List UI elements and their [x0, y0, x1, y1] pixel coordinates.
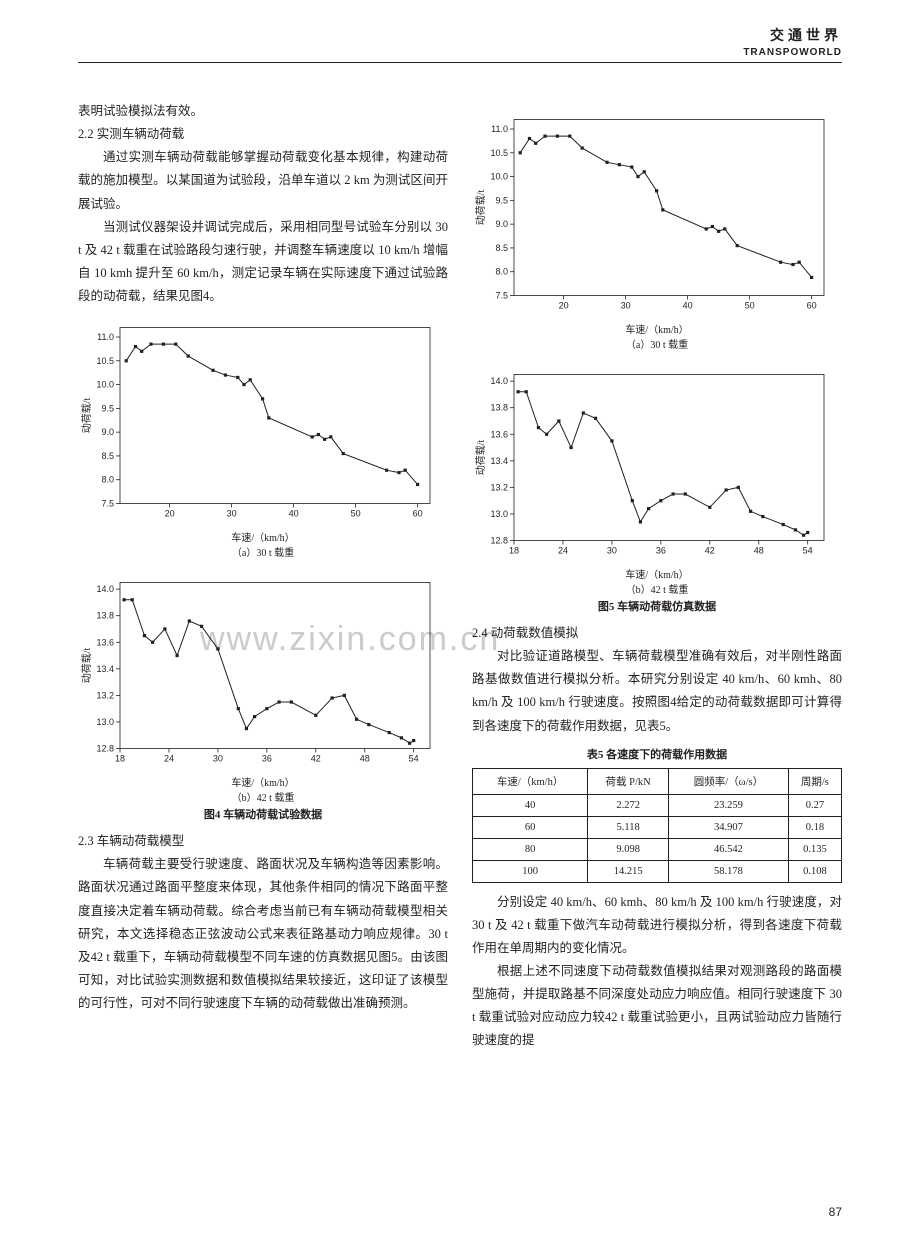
svg-text:13.4: 13.4 — [96, 664, 114, 674]
svg-text:50: 50 — [745, 301, 755, 311]
svg-text:动荷载/t: 动荷载/t — [475, 440, 487, 476]
svg-text:30: 30 — [607, 546, 617, 556]
fig5b-chart: 18 24 30 36 42 48 54 12.8 13.0 13.2 13.4 13.6 13.8 14… — [472, 359, 842, 620]
svg-text:24: 24 — [164, 754, 174, 764]
svg-text:18: 18 — [509, 546, 519, 556]
svg-text:7.5: 7.5 — [101, 499, 114, 509]
svg-text:动荷载/t: 动荷载/t — [475, 190, 487, 226]
svg-text:7.5: 7.5 — [495, 291, 508, 301]
svg-text:40: 40 — [289, 509, 299, 519]
svg-text:20: 20 — [559, 301, 569, 311]
journal-header: 交通世界 TRANSPOWORLD — [743, 28, 842, 59]
svg-text:48: 48 — [360, 754, 370, 764]
table-row: 402.27223.2590.27 — [473, 794, 842, 816]
svg-text:8.5: 8.5 — [495, 243, 508, 253]
svg-text:11.0: 11.0 — [491, 124, 508, 134]
fig5a-chart: 20 30 40 50 60 7.5 8.0 8.5 9.0 9.5 10.0 10.5 11.0 动荷载… — [472, 104, 842, 353]
fig5a-caption: 车速/（km/h） （a）30 t 载重 — [472, 321, 842, 351]
table-header: 车速/（km/h） — [473, 768, 588, 794]
para-22b: 当测试仪器架设并调试完成后，采用相同型号试验车分别以 30 t 及 42 t 载… — [78, 216, 448, 309]
content-area: 表明试验模拟法有效。 2.2 实测车辆动荷载 通过实测车辆动荷载能够掌握动荷载变… — [78, 100, 842, 1179]
svg-text:8.0: 8.0 — [495, 267, 508, 277]
para-24b: 分别设定 40 km/h、60 kmh、80 km/h 及 100 km/h 行… — [472, 891, 842, 960]
svg-text:20: 20 — [165, 509, 175, 519]
svg-text:13.4: 13.4 — [490, 456, 508, 466]
svg-text:60: 60 — [413, 509, 423, 519]
para-24a: 对比验证道路模型、车辆荷载模型准确有效后，对半刚性路面路基做数值进行模拟分析。本… — [472, 645, 842, 738]
svg-text:30: 30 — [621, 301, 631, 311]
svg-text:9.0: 9.0 — [495, 219, 508, 229]
table-header: 荷载 P/kN — [588, 768, 669, 794]
svg-text:8.5: 8.5 — [101, 451, 114, 461]
svg-text:36: 36 — [262, 754, 272, 764]
svg-text:13.0: 13.0 — [490, 509, 508, 519]
table-row: 809.09846.5420.135 — [473, 838, 842, 860]
svg-text:42: 42 — [705, 546, 715, 556]
svg-text:9.5: 9.5 — [101, 403, 114, 413]
section-2-3-head: 2.3 车辆动荷载模型 — [78, 830, 448, 853]
svg-text:动荷载/t: 动荷载/t — [81, 648, 93, 684]
right-column: 20 30 40 50 60 7.5 8.0 8.5 9.0 9.5 10.0 10.5 11.0 动荷载… — [472, 100, 842, 1179]
svg-text:10.0: 10.0 — [96, 380, 114, 390]
fig4a-chart: 20 30 40 50 60 7.5 8.0 8.5 9.0 9.5 10.0 10.5 11.0 动荷载… — [78, 312, 448, 561]
fig4b-chart: 18 24 30 36 42 48 54 12.8 13.0 13.2 13.4 13.6 13.8 14… — [78, 567, 448, 828]
left-column: 表明试验模拟法有效。 2.2 实测车辆动荷载 通过实测车辆动荷载能够掌握动荷载变… — [78, 100, 448, 1179]
svg-text:24: 24 — [558, 546, 568, 556]
header-rule — [78, 62, 842, 63]
svg-text:60: 60 — [807, 301, 817, 311]
svg-text:8.0: 8.0 — [101, 475, 114, 485]
para-24c: 根据上述不同速度下动荷载数值模拟结果对观测路段的路面模型施荷，并提取路基不同深度… — [472, 960, 842, 1053]
journal-title-en: TRANSPOWORLD — [743, 46, 842, 59]
svg-text:36: 36 — [656, 546, 666, 556]
fig4-title: 图4 车辆动荷载试验数据 — [78, 806, 448, 822]
svg-text:10.5: 10.5 — [96, 356, 114, 366]
svg-text:动荷载/t: 动荷载/t — [81, 398, 93, 434]
journal-title-cn: 交通世界 — [743, 28, 842, 46]
table-header: 圆频率/（ω/s） — [669, 768, 789, 794]
svg-text:13.8: 13.8 — [490, 403, 508, 413]
svg-text:40: 40 — [683, 301, 693, 311]
svg-text:18: 18 — [115, 754, 125, 764]
para-22a: 通过实测车辆动荷载能够掌握动荷载变化基本规律，构建动荷载的施加模型。以某国道为试… — [78, 146, 448, 215]
table5: 车速/（km/h）荷载 P/kN圆频率/（ω/s）周期/s402.27223.2… — [472, 768, 842, 883]
svg-text:42: 42 — [311, 754, 321, 764]
svg-text:48: 48 — [754, 546, 764, 556]
svg-text:12.8: 12.8 — [96, 744, 114, 754]
table-row: 10014.21558.1780.108 — [473, 860, 842, 882]
svg-text:13.6: 13.6 — [96, 637, 114, 647]
svg-text:54: 54 — [409, 754, 419, 764]
svg-text:14.0: 14.0 — [96, 584, 114, 594]
svg-text:14.0: 14.0 — [490, 376, 508, 386]
para-continue: 表明试验模拟法有效。 — [78, 100, 448, 123]
svg-text:30: 30 — [227, 509, 237, 519]
fig4a-caption: 车速/（km/h） （a）30 t 载重 — [78, 529, 448, 559]
svg-text:13.2: 13.2 — [490, 482, 508, 492]
svg-text:11.0: 11.0 — [97, 332, 114, 342]
svg-text:13.0: 13.0 — [96, 717, 114, 727]
svg-text:13.6: 13.6 — [490, 429, 508, 439]
table-header: 周期/s — [788, 768, 841, 794]
svg-text:9.0: 9.0 — [101, 427, 114, 437]
svg-text:30: 30 — [213, 754, 223, 764]
svg-text:10.0: 10.0 — [490, 172, 508, 182]
svg-text:13.8: 13.8 — [96, 611, 114, 621]
section-2-4-head: 2.4 动荷载数值模拟 — [472, 622, 842, 645]
svg-text:54: 54 — [803, 546, 813, 556]
svg-text:9.5: 9.5 — [495, 195, 508, 205]
para-23: 车辆荷载主要受行驶速度、路面状况及车辆构造等因素影响。路面状况通过路面平整度来体… — [78, 853, 448, 1015]
fig5b-caption: 车速/（km/h） （b）42 t 载重 — [472, 566, 842, 596]
table-row: 605.11834.9070.18 — [473, 816, 842, 838]
fig5-title: 图5 车辆动荷载仿真数据 — [472, 598, 842, 614]
page-number: 87 — [829, 1205, 842, 1219]
svg-text:10.5: 10.5 — [490, 148, 508, 158]
svg-text:12.8: 12.8 — [490, 536, 508, 546]
svg-text:13.2: 13.2 — [96, 691, 114, 701]
section-2-2-head: 2.2 实测车辆动荷载 — [78, 123, 448, 146]
svg-text:50: 50 — [351, 509, 361, 519]
table5-title: 表5 各速度下的荷载作用数据 — [472, 746, 842, 762]
fig4b-caption: 车速/（km/h） （b）42 t 载重 — [78, 774, 448, 804]
